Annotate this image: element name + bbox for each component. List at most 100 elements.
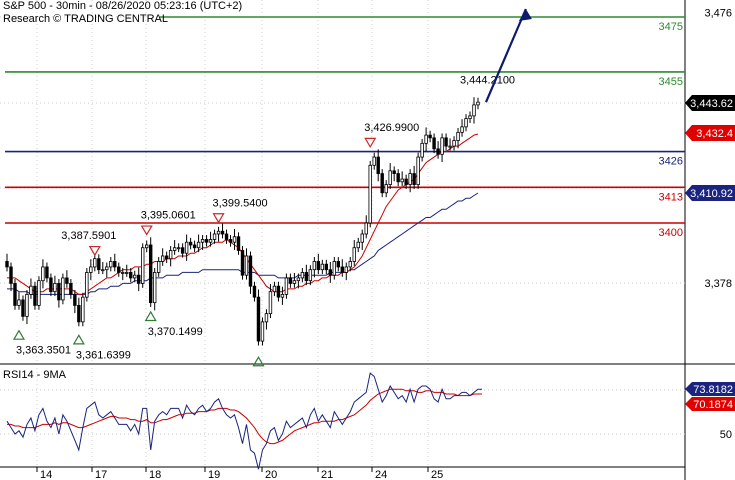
candle [168,246,173,267]
candle [408,169,412,193]
candle [296,273,301,289]
candle [444,133,448,151]
candle [184,234,189,261]
candle [41,259,45,289]
candle-body [476,101,480,106]
candle [73,290,77,314]
candle-body [45,266,49,279]
candle-body [49,277,53,293]
candle [316,253,321,275]
candle-body [172,247,177,251]
candle-body [460,126,464,133]
chart-source: Research © TRADING CENTRAL [3,13,168,25]
candle-body [336,261,340,268]
swing-low-marker [144,310,157,322]
projection-arrowhead [518,9,532,21]
level-label-3475: 3475 [659,21,683,33]
candle [432,133,436,154]
candle [65,270,69,288]
candle [396,169,400,187]
candle [300,268,305,283]
candle-body [37,280,41,306]
candle [404,174,408,189]
candle [29,278,33,299]
candle-body [196,241,201,249]
candle [21,295,25,321]
candle-body [236,236,241,251]
x-tick-label: 18 [149,469,161,480]
candle-body [424,134,428,144]
candle [284,273,289,299]
candle-body [65,277,69,284]
level-label-3426: 3426 [659,156,683,168]
candle [13,279,17,310]
candle [420,138,424,162]
candle [320,259,325,275]
candle-body [348,261,352,268]
candle [220,223,225,239]
rsi-box [685,397,735,411]
candle-body [380,173,384,194]
candle-body [93,258,97,268]
candle [288,273,293,288]
candle-body [184,241,189,254]
candle-body [468,115,472,120]
candle [376,149,380,182]
candle [141,243,145,288]
candle [436,141,440,159]
candle [152,268,157,311]
candle-body [77,304,81,323]
x-tick-label: 21 [321,469,333,480]
x-tick-label: 14 [40,469,52,480]
candle-body [384,184,388,194]
candle [384,180,388,198]
candle [268,283,273,319]
candle [45,262,49,283]
candle [49,273,53,297]
candle-body [89,266,93,273]
candle [129,268,133,283]
candle [304,264,309,286]
candle [17,292,21,310]
candle-body [105,266,109,271]
candle-body [156,261,161,273]
candle-body [364,222,368,235]
rsi-box-label: 70.1874 [693,399,733,411]
swing-high-marker [140,225,153,236]
candle-body [472,104,476,117]
price-box-label: 3,443.62 [690,98,733,110]
swing-high-label: 3,395.0601 [141,210,196,222]
candle-body [344,266,348,273]
candle [208,231,213,247]
candle [368,160,372,228]
candle [121,268,125,281]
candle [109,257,113,272]
candle-body [252,285,257,298]
candle [308,265,313,286]
candle [113,253,117,272]
candle-body [25,294,29,317]
candle [388,163,392,189]
candle [312,257,317,278]
swing-high-marker [364,137,377,149]
candle [448,138,452,151]
candle-body [117,266,121,273]
candle [212,229,217,244]
swing-low-label: 3,361.6399 [76,349,131,361]
candle [272,281,277,297]
candle-body [304,272,309,282]
swing-high-label: 3,444.2100 [460,75,515,87]
candle-body [392,170,396,174]
candle-body [113,261,117,268]
x-tick-label: 25 [431,469,443,480]
candle-body [396,173,400,183]
candle [344,262,348,281]
candle [188,237,193,250]
candle-body [360,233,364,243]
candle-body [316,261,321,271]
candle [133,270,137,283]
candle-body [21,299,25,317]
candle-body [352,247,356,262]
swing-high-marker [88,245,101,257]
candle-body [408,173,412,185]
